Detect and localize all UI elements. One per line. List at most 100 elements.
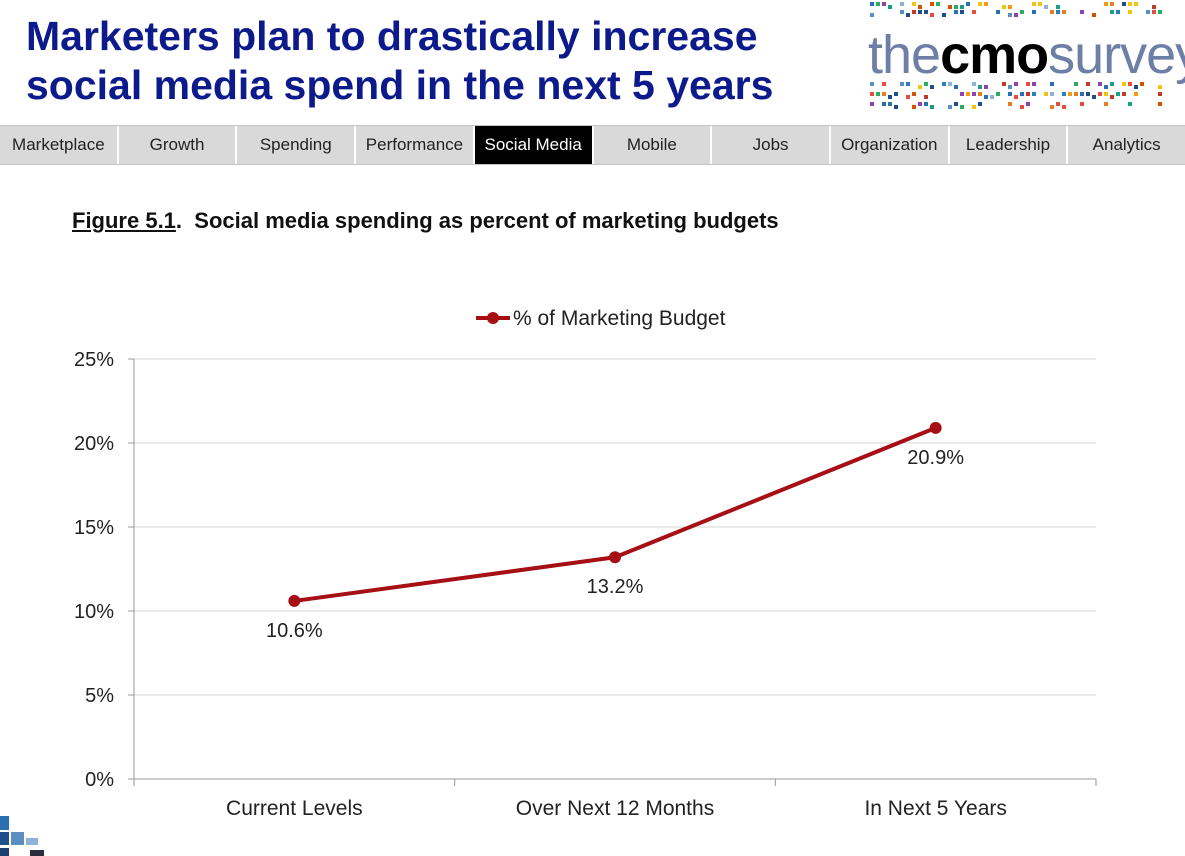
logo-pixel	[1158, 85, 1162, 89]
logo-pixel	[1020, 105, 1024, 109]
logo-pixel	[918, 102, 922, 106]
logo-pixel	[1002, 5, 1006, 9]
figure-caption: Figure 5.1. Social media spending as per…	[72, 208, 779, 234]
logo-pixel	[978, 92, 982, 96]
logo-pixel	[912, 92, 916, 96]
logo-pixel	[882, 102, 886, 106]
logo-pixel	[1110, 95, 1114, 99]
logo-pixel	[1086, 82, 1090, 86]
headline-line-2: social media spend in the next 5 years	[26, 62, 774, 108]
logo-pixel	[978, 102, 982, 106]
logo-pixel	[996, 10, 1000, 14]
logo-pixel	[1008, 85, 1012, 89]
logo-pixel	[1032, 92, 1036, 96]
logo-pixel	[1020, 10, 1024, 14]
logo-pixel	[918, 85, 922, 89]
logo-pixel	[1152, 10, 1156, 14]
logo-pixel	[894, 92, 898, 96]
logo-pixel	[1122, 82, 1126, 86]
cmo-survey-logo: thecmosurvey	[862, 0, 1185, 118]
y-tick-label: 15%	[74, 517, 114, 539]
logo-pixel	[1062, 92, 1066, 96]
logo-pixel	[1110, 2, 1114, 6]
logo-pixel	[930, 105, 934, 109]
logo-pixel	[1026, 102, 1030, 106]
nav-tab-performance[interactable]: Performance	[356, 126, 475, 164]
y-tick-label: 5%	[85, 685, 114, 707]
nav-tab-marketplace[interactable]: Marketplace	[0, 126, 119, 164]
logo-pixel	[888, 102, 892, 106]
logo-pixel	[1110, 10, 1114, 14]
logo-pixel	[954, 10, 958, 14]
logo-pixel	[1014, 95, 1018, 99]
logo-pixel	[876, 2, 880, 6]
logo-pixel	[954, 102, 958, 106]
logo-pixel	[924, 10, 928, 14]
logo-pixel	[1050, 105, 1054, 109]
logo-pixel	[930, 13, 934, 17]
nav-tab-growth[interactable]: Growth	[119, 126, 238, 164]
nav-tab-analytics[interactable]: Analytics	[1092, 135, 1161, 154]
logo-pixel	[930, 85, 934, 89]
logo-pixel	[870, 102, 874, 106]
logo-pixel	[882, 82, 886, 86]
y-tick-label: 10%	[74, 601, 114, 623]
logo-pixel	[894, 105, 898, 109]
logo-pixel	[984, 2, 988, 6]
logo-pixel	[972, 105, 976, 109]
logo-pixel	[1128, 10, 1132, 14]
logo-pixel	[876, 92, 880, 96]
logo-pixel	[912, 2, 916, 6]
logo-pixel-pattern	[870, 2, 1162, 109]
logo-pixel	[1122, 92, 1126, 96]
nav-tab-leadership[interactable]: Leadership	[950, 126, 1069, 164]
line-chart: 0% 5% 10% 15% 20% 25% Current Levels Over Next …	[74, 307, 1097, 820]
logo-pixel	[888, 95, 892, 99]
y-tick-label: 25%	[74, 349, 114, 371]
logo-pixel	[924, 102, 928, 106]
series-line	[294, 426, 937, 603]
logo-pixel	[1074, 82, 1078, 86]
data-point	[929, 421, 942, 434]
logo-pixel	[954, 5, 958, 9]
y-tick-label: 20%	[74, 433, 114, 455]
logo-pixel	[1128, 82, 1132, 86]
logo-pixel	[1104, 92, 1108, 96]
headline-line-1: Marketers plan to drastically increase	[26, 13, 758, 59]
logo-pixel	[936, 2, 940, 6]
y-tick-label: 0%	[85, 769, 114, 791]
logo-pixel	[1008, 92, 1012, 96]
logo-pixel	[960, 5, 964, 9]
logo-pixel	[978, 85, 982, 89]
logo-pixel	[1104, 2, 1108, 6]
nav-tab-social-media[interactable]: Social Media	[474, 126, 594, 164]
nav-tab-organization[interactable]: Organization	[831, 126, 950, 164]
logo-pixel	[1044, 92, 1048, 96]
logo-pixel	[1062, 105, 1066, 109]
logo-pixel	[1014, 13, 1018, 17]
logo-pixel	[888, 5, 892, 9]
logo-pixel	[1032, 2, 1036, 6]
logo-pixel	[1098, 82, 1102, 86]
logo-pixel	[900, 82, 904, 86]
nav-tab-mobile[interactable]: Mobile	[594, 126, 713, 164]
logo-pixel	[1008, 13, 1012, 17]
logo-pixel	[1026, 82, 1030, 86]
logo-pixel	[1020, 92, 1024, 96]
logo-pixel	[1056, 5, 1060, 9]
nav-tab-jobs[interactable]: Jobs	[712, 126, 831, 164]
logo-pixel	[930, 2, 934, 6]
x-tick-label: Current Levels	[226, 797, 363, 820]
data-label: 13.2%	[587, 576, 644, 598]
logo-pixel	[1152, 5, 1156, 9]
logo-pixel	[1158, 92, 1162, 96]
logo-pixel	[870, 92, 874, 96]
x-tick-label: In Next 5 Years	[864, 797, 1006, 820]
page-headline: Marketers plan to drastically increase s…	[26, 12, 846, 110]
logo-pixel	[1158, 102, 1162, 106]
logo-pixel	[1098, 92, 1102, 96]
logo-pixel	[870, 2, 874, 6]
logo-pixel	[948, 105, 952, 109]
nav-tab-spending[interactable]: Spending	[237, 126, 357, 164]
corner-logo-mark-icon	[0, 816, 44, 856]
